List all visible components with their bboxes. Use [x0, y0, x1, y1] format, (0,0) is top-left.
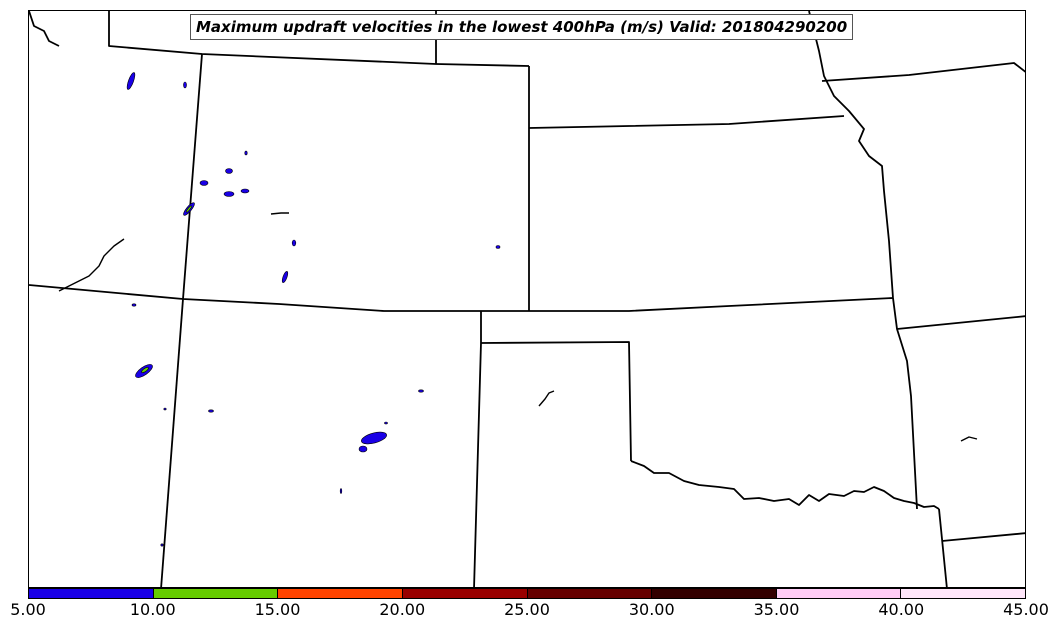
state-border-kansas-north [528, 115, 845, 129]
colorbar-tick-label: 40.00 [878, 600, 925, 619]
updraft-cell [223, 191, 235, 197]
colorbar-segment [527, 589, 653, 598]
state-border-utah-arizona [160, 298, 184, 587]
updraft-cell [160, 543, 164, 547]
state-border-arkansas-south [941, 532, 1025, 542]
updraft-cell [244, 150, 248, 156]
updraft-cell [281, 271, 289, 283]
updraft-cell [361, 431, 387, 445]
coastline-great-salt-lake [29, 11, 60, 47]
state-border-texas-oklahoma [630, 460, 940, 510]
colorbar-segment [776, 589, 902, 598]
colorbar-tick-label: 10.00 [129, 600, 176, 619]
state-border-kansas-oklahoma-east [892, 297, 918, 510]
updraft-cell [384, 421, 388, 425]
updraft-cell [418, 389, 424, 393]
updraft-contours [126, 72, 501, 547]
updraft-cell [339, 488, 343, 494]
updraft-cell [240, 188, 250, 194]
reservoir-colorado [538, 390, 555, 407]
colorbar-segment [278, 589, 403, 598]
updraft-cell [208, 409, 214, 413]
colorbar-segment [652, 589, 777, 598]
updraft-cell-mid [141, 367, 149, 373]
updraft-cell [199, 180, 209, 186]
colorbar-tick-label: 5.00 [10, 600, 46, 619]
map-title: Maximum updraft velocities in the lowest… [196, 18, 848, 36]
colorbar-segment [153, 589, 279, 598]
reservoir-wyoming [270, 212, 289, 215]
colorbar [28, 588, 1026, 599]
state-border-oklahoma-panhandle [480, 341, 632, 462]
state-border-colorado-newmexico [473, 311, 482, 587]
colorbar-tick-label: 20.00 [379, 600, 426, 619]
colorbar-tick-label: 30.00 [628, 600, 675, 619]
updraft-cell [126, 72, 136, 90]
colorbar-tick-label: 35.00 [753, 600, 800, 619]
colorbar-tick-label: 15.00 [254, 600, 301, 619]
state-border-iowa-south [821, 62, 1025, 82]
state-border-missouri [896, 315, 1025, 330]
updraft-cell-mid [186, 205, 192, 213]
colorbar-segment [29, 589, 154, 598]
updraft-cell [291, 239, 297, 247]
state-border-colorado-north [29, 284, 894, 312]
colorbar-segment [402, 589, 528, 598]
updraft-cell [358, 445, 368, 453]
updraft-cell [225, 168, 233, 174]
updraft-cell [163, 407, 167, 411]
lake-shoreline-utah [58, 238, 125, 292]
colorbar-segment [901, 589, 1025, 598]
map-frame [28, 10, 1026, 588]
updraft-cell [131, 303, 137, 307]
updraft-cell [183, 81, 187, 89]
state-border-wyoming-north [108, 11, 530, 67]
lake-oklahoma [960, 436, 978, 442]
colorbar-tick-labels: 5.00 10.00 15.00 20.00 25.00 30.00 35.00 40.00 4… [10, 600, 1049, 630]
state-border-utah-wyoming [182, 53, 203, 300]
colorbar-tick-label: 25.00 [504, 600, 550, 619]
state-border-texas-east [938, 508, 948, 587]
updraft-cell [495, 245, 501, 249]
state-border-missouri-river [808, 11, 894, 299]
map-canvas [29, 11, 1025, 587]
map-title-box: Maximum updraft velocities in the lowest… [190, 14, 854, 40]
colorbar-tick-label: 45.00 [1003, 600, 1049, 619]
